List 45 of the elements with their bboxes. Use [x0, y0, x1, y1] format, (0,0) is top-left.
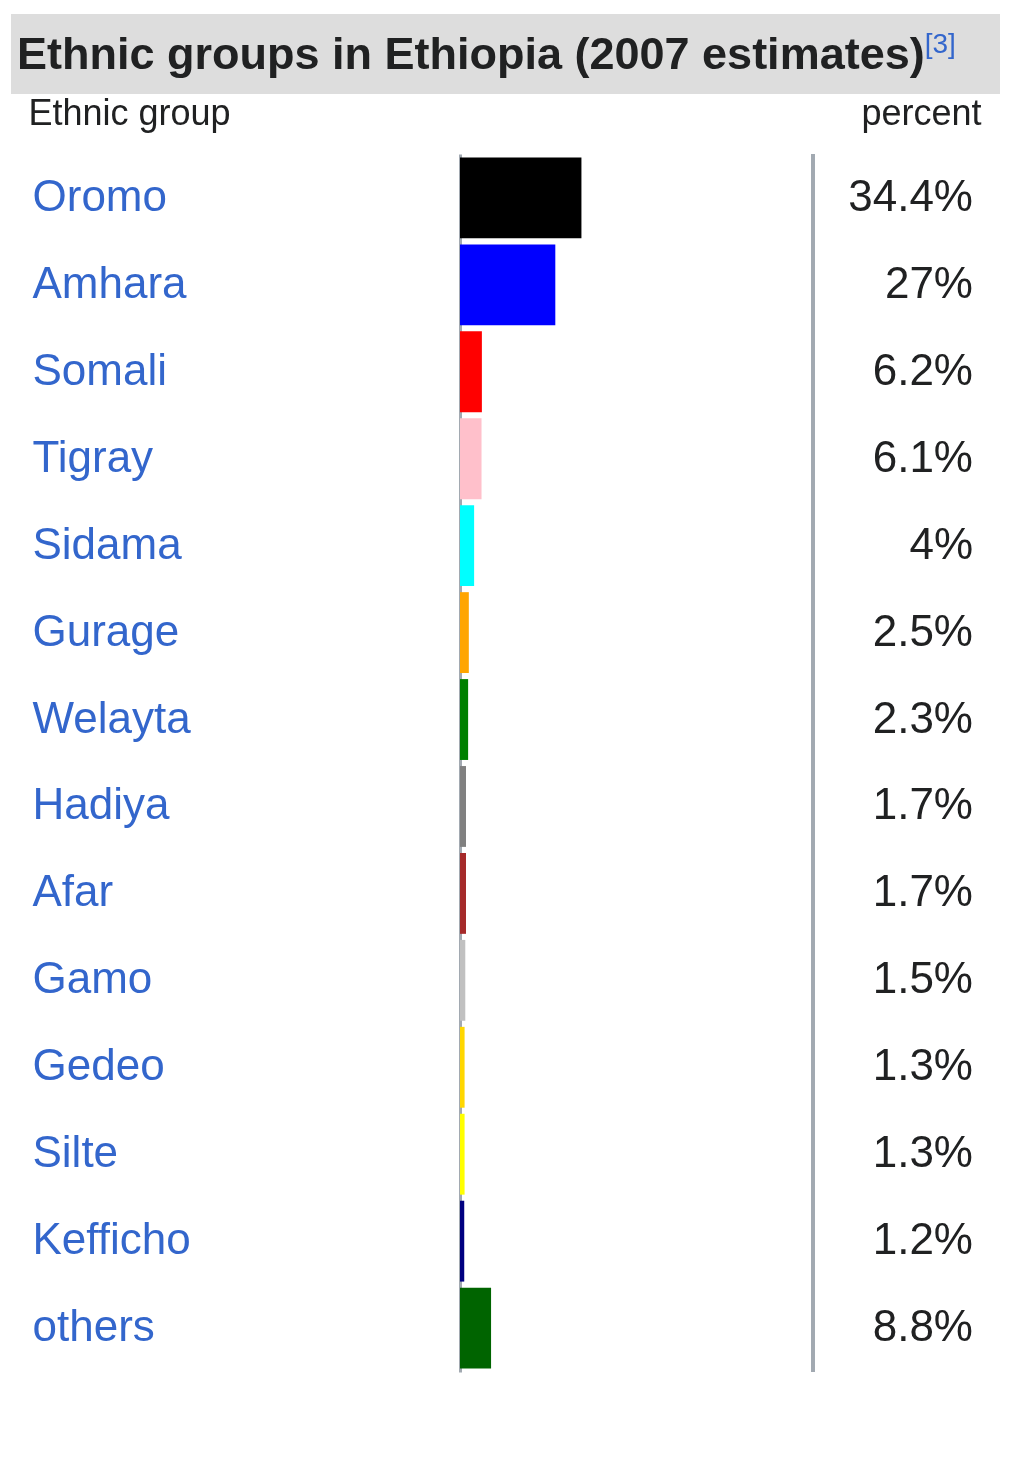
data-label: 34.4%: [848, 170, 973, 220]
data-label: 1.3%: [872, 1127, 973, 1177]
bar: [460, 1113, 465, 1195]
bar: [460, 244, 556, 326]
bar: [460, 505, 475, 587]
y-axis-title: Ethnic group: [28, 91, 231, 133]
data-label: 4%: [909, 518, 973, 568]
data-label: 1.3%: [872, 1040, 973, 1090]
bar: [460, 331, 482, 413]
y-tick-label: Oromo: [32, 170, 167, 220]
data-label: 8.8%: [872, 1301, 973, 1351]
bar: [460, 418, 482, 500]
x-axis-title: percent: [861, 91, 982, 133]
bar: [460, 157, 582, 239]
bar: [460, 1287, 492, 1369]
data-label: 6.2%: [872, 344, 973, 394]
data-label: 27%: [884, 257, 973, 307]
bar: [460, 766, 466, 847]
y-tick-label: Amhara: [32, 257, 188, 307]
y-tick-label: Hadiya: [32, 779, 170, 829]
y-tick-label: Gurage: [32, 605, 180, 655]
y-tick-label: others: [32, 1301, 155, 1351]
y-tick-label: Somali: [32, 344, 167, 394]
y-tick-label: Tigray: [32, 431, 154, 481]
y-tick-label: Gedeo: [32, 1040, 165, 1090]
data-label: 1.2%: [872, 1214, 973, 1264]
y-tick-label: Gamo: [32, 953, 153, 1003]
bar: [460, 679, 469, 760]
chart-title: Ethnic groups in Ethiopia (2007 estimates)$^{[3]}$: [17, 28, 956, 79]
y-tick-label: Silte: [32, 1127, 119, 1177]
y-tick-label: Sidama: [32, 518, 183, 568]
bar: [460, 1200, 465, 1282]
y-tick-label: Kefficho: [32, 1214, 191, 1264]
data-label: 1.7%: [872, 866, 973, 916]
bar: [460, 852, 466, 934]
data-label: 6.1%: [872, 431, 973, 481]
bar: [460, 592, 469, 674]
bar: [460, 1026, 465, 1108]
data-label: 2.5%: [872, 605, 973, 655]
data-label: 1.5%: [872, 953, 973, 1003]
data-label: 1.7%: [872, 779, 973, 829]
y-tick-label: Afar: [32, 866, 114, 916]
data-label: 2.3%: [872, 692, 973, 742]
bar: [460, 939, 466, 1021]
y-tick-label: Welayta: [32, 692, 192, 742]
